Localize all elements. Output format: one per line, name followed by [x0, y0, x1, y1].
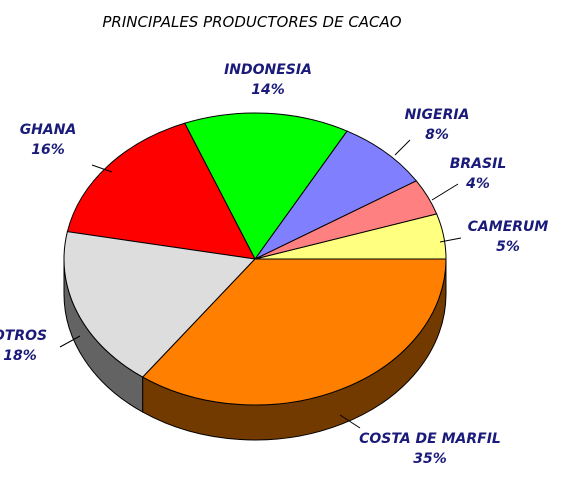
leader-line-brasil: [431, 183, 459, 201]
slice-percent-costa-de-marfil: 35%: [413, 451, 447, 467]
pie-slice-otros: [63, 231, 257, 378]
slice-name-nigeria: NIGERIA: [405, 107, 470, 123]
slice-name-otros: OTROS: [0, 328, 47, 344]
pie-slice-costa-de-marfil: [141, 258, 447, 406]
slice-name-indonesia: INDONESIA: [224, 62, 312, 78]
slice-percent-camerum: 5%: [496, 239, 520, 255]
slice-name-ghana: GHANA: [20, 122, 77, 138]
slice-percent-nigeria: 8%: [425, 127, 449, 143]
slice-percent-ghana: 16%: [31, 142, 65, 158]
slice-name-costa-de-marfil: COSTA DE MARFIL: [359, 431, 501, 447]
pie-slice-nigeria: [254, 130, 418, 260]
slice-percent-otros: 18%: [3, 348, 37, 364]
slice-name-brasil: BRASIL: [450, 156, 507, 172]
pie-top-layer: [63, 112, 447, 406]
leader-line-camerum: [439, 237, 462, 243]
leader-lines: [59, 139, 462, 429]
chart-title: PRINCIPALES PRODUCTORES DE CACAO: [102, 13, 401, 31]
leader-line-costa-de-marfil: [339, 414, 361, 429]
leader-line-otros: [59, 335, 81, 348]
pie-slice-ghana: [66, 122, 256, 260]
slice-name-camerum: CAMERUM: [468, 219, 549, 235]
slice-percent-indonesia: 14%: [251, 82, 285, 98]
leader-line-nigeria: [394, 139, 411, 156]
pie-slice-indonesia: [183, 112, 348, 260]
slice-labels: CAMERUM 5% BRASIL 4% NIGERIA 8% INDONESIA 14% GH…: [0, 62, 548, 467]
leader-line-ghana: [91, 164, 113, 173]
slice-percent-brasil: 4%: [465, 176, 490, 192]
